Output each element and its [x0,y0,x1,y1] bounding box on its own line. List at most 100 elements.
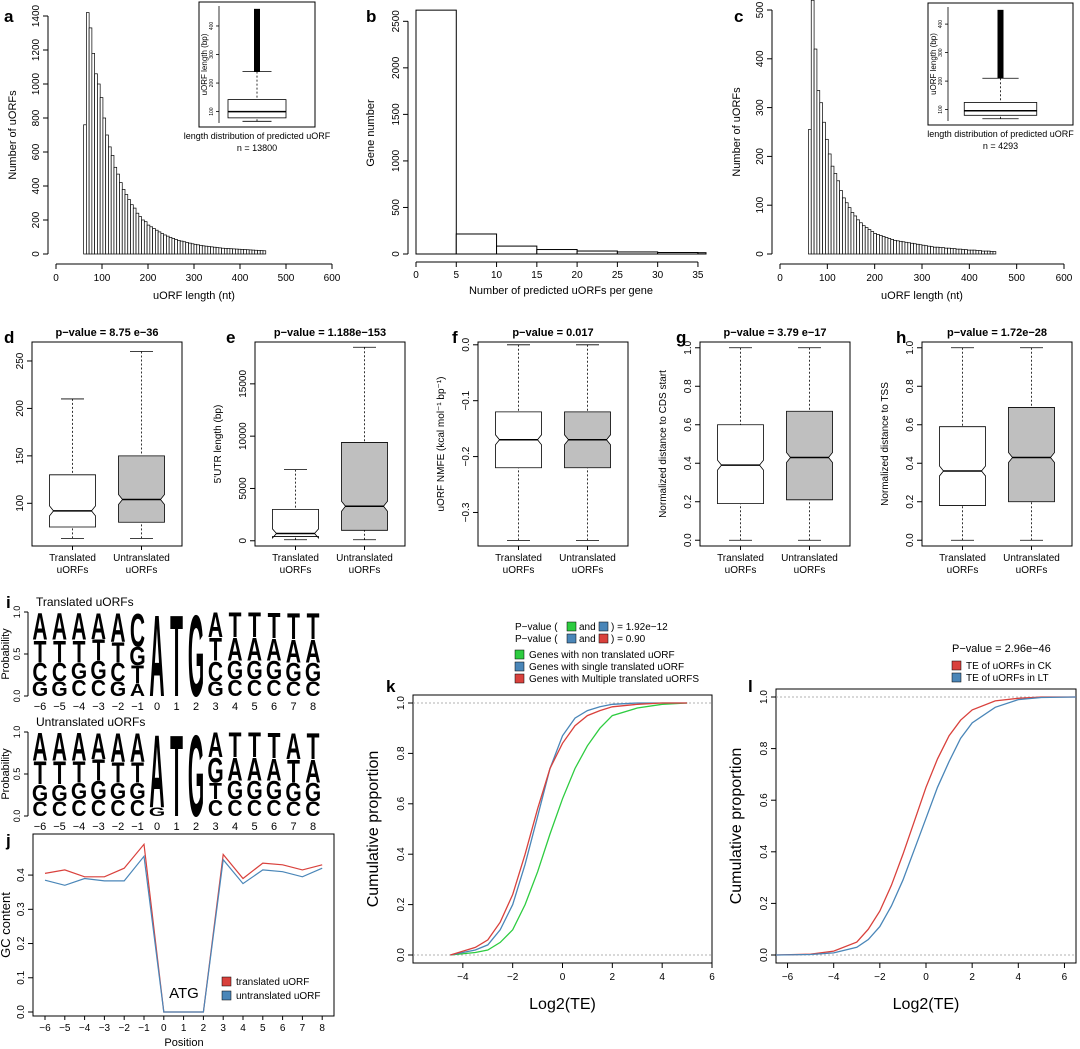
panel-label: e [226,328,235,347]
box-untranslated [1008,347,1055,541]
logo-letter: C [305,678,320,701]
y-tick-label: 0.8 [396,746,407,760]
position-label: −5 [53,701,66,713]
histogram-bar [218,247,222,255]
logo-letter: C [32,658,47,686]
histogram-bar [847,207,852,255]
histogram-bar [819,102,823,255]
histogram-bar [839,190,843,255]
y-tick-label: 0.0 [683,533,694,547]
y-tick-label: 0.6 [905,417,916,431]
logo-letter: A [227,751,242,788]
x-tick-label: Untranslated [113,553,170,564]
x-tick-label: 500 [1008,273,1025,284]
p-value-join: and [579,622,596,633]
position-label: 6 [271,821,277,833]
y-axis-label: 5'UTR length (bp) [213,405,224,484]
series-line [775,696,1077,956]
position-label: 6 [271,701,277,713]
logo-title: Translated uORFs [36,595,134,609]
y-tick-label: 0 [755,251,766,257]
histogram-bar [157,231,162,255]
histogram-bar [119,182,123,255]
histogram-bar [91,53,95,255]
histogram-bar [246,249,250,255]
iqr-box [272,508,319,540]
logo-letter: G [305,778,321,806]
y-axis-label: Cumulative proportion [365,751,382,908]
histogram-bar [915,243,920,255]
p-value-text: ) = 0.90 [611,634,646,645]
logo-letter: T [112,637,125,669]
plot-frame [412,694,713,964]
histogram-bar [986,250,991,255]
y-tick-label: 0.8 [905,379,916,393]
plot-frame [775,688,1077,964]
y-axis-label: Gene number [365,99,377,167]
series-line [450,702,688,956]
histogram-bar [138,216,142,255]
panel-label: h [896,328,906,347]
position-label: −5 [53,821,66,833]
y-tick-label: 600 [31,143,42,160]
y-tick-label: 0.4 [759,844,770,858]
inset-y-tick-label: 200 [209,79,215,88]
x-tick-label: −4 [828,972,840,983]
p-value-title: p−value = 1.188e−153 [274,327,386,339]
histogram-bar [86,12,90,255]
position-label: −3 [92,701,105,713]
y-tick-label: 0.5 [12,768,22,781]
legend-swatch [514,661,525,672]
panel-g: 0.00.20.40.60.81.0TranslateduORFsUntrans… [658,327,851,576]
histogram-bar [930,246,934,255]
histogram-bar [810,0,815,255]
histogram-bar [935,246,940,255]
iqr-box [717,424,764,505]
y-tick-label: 0.0 [16,1005,27,1019]
histogram-bar [135,212,140,255]
y-tick-label: −0.3 [461,502,472,522]
histogram-bar [576,250,618,255]
logo-letter: T [287,607,300,648]
x-tick-label: 6 [709,972,715,983]
panel-label: l [748,677,753,696]
panel-label: a [4,7,14,26]
x-tick-label: −1 [138,1023,150,1034]
y-tick-label: 15000 [238,370,249,398]
histogram-bar [972,249,977,255]
x-tick-label: 5 [453,270,459,281]
y-tick-label: 1500 [391,103,402,126]
x-tick-label: 0 [53,273,59,284]
y-tick-label: 0.4 [16,868,27,882]
sequence-logo: Untranslated uORFsCGTACGTACGTACGTACGTACG… [0,712,321,841]
logo-letter: A [110,725,125,770]
logo-letter: G [51,678,67,701]
histogram-bar [944,247,948,255]
x-axis-label: uORF length (nt) [881,290,963,302]
position-label: −6 [34,821,47,833]
logo-letter: A [91,607,106,648]
position-label: −4 [73,701,86,713]
histogram-bar [99,97,104,255]
histogram-bar [947,247,951,255]
outlier-points [997,9,1004,79]
histogram-bar [237,248,242,255]
position-label: 2 [193,821,199,833]
x-tick-label: 400 [232,273,249,284]
histogram-bar [924,245,929,255]
histogram-bar [958,248,963,255]
logo-letter: C [52,798,67,821]
iqr-box [227,99,287,119]
legend-swatch [221,990,232,1001]
logo-letter: A [247,631,262,668]
histogram-bar [901,241,906,255]
histogram-bar [254,249,258,255]
y-axis-label: uORF NMFE (kcal mol⁻¹ bp⁻¹) [436,376,447,511]
y-tick-label: 0.0 [759,948,770,962]
logo-letter: T [92,753,105,788]
logo-letter: A [130,725,145,770]
x-tick-label: 30 [652,270,664,281]
histogram-bar [927,245,931,255]
histogram-bar [124,194,129,255]
